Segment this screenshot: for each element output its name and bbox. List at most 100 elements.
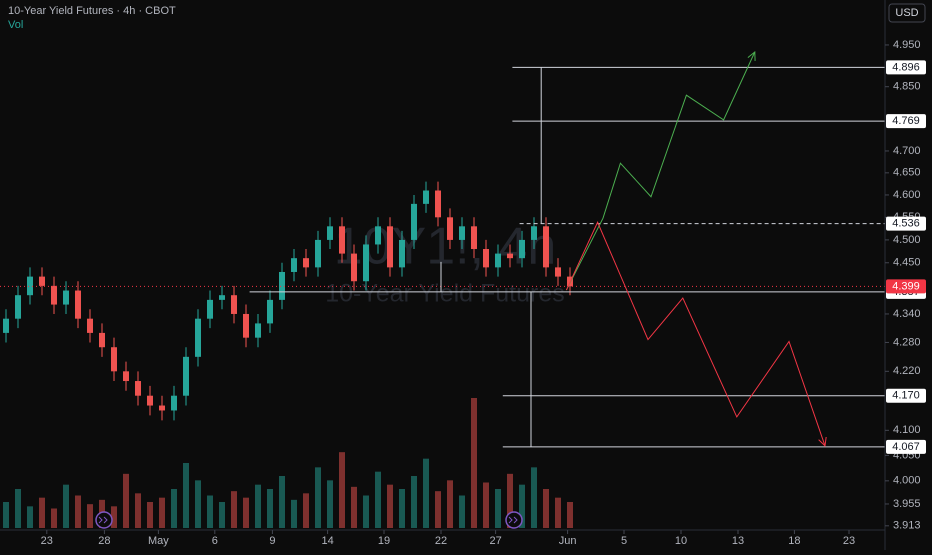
level-price-box [886, 60, 926, 75]
y-tick-label: 3.955 [893, 498, 921, 510]
volume-bar [231, 491, 237, 528]
volume-bar [243, 497, 249, 528]
candle-body [159, 405, 165, 411]
volume-bar [279, 476, 285, 528]
candle-body [219, 295, 225, 300]
candle-body [243, 313, 249, 338]
volume-bar [255, 484, 261, 528]
volume-bar [483, 482, 489, 528]
candle-body [555, 267, 561, 277]
x-tick-label: 18 [788, 535, 800, 547]
candle-body [51, 285, 57, 305]
volume-bar [27, 506, 33, 528]
volume-bar [351, 486, 357, 528]
candle-body [507, 253, 513, 259]
volume-bar [267, 489, 273, 528]
volume-bar [387, 484, 393, 528]
x-tick-label: 6 [212, 535, 218, 547]
candle-body [363, 244, 369, 282]
level-price-box [886, 114, 926, 129]
candle-body [519, 239, 525, 259]
candle-body [411, 203, 417, 240]
candle-body [255, 323, 261, 338]
level-price-label: 4.170 [892, 390, 920, 402]
x-tick-label: 23 [843, 535, 855, 547]
candle-body [291, 258, 297, 272]
level-price-label: 4.896 [892, 61, 920, 73]
volume-bar [123, 473, 129, 528]
candle-body [111, 347, 117, 372]
volume-bar [459, 495, 465, 528]
volume-label: Vol [8, 19, 23, 31]
candle-body [207, 299, 213, 319]
x-tick-label: Jun [559, 535, 577, 547]
candle-body [339, 226, 345, 254]
volume-bar [87, 504, 93, 528]
volume-bar [135, 493, 141, 528]
event-icon[interactable] [95, 511, 113, 529]
currency[interactable]: USD [895, 7, 918, 19]
candle-body [195, 318, 201, 357]
volume-bar [567, 502, 573, 528]
candle-body [495, 253, 501, 268]
y-tick-label: 4.100 [893, 424, 921, 436]
volume-bar [399, 489, 405, 528]
volume-bar [111, 506, 117, 528]
candle-body [531, 226, 537, 240]
candle-body [15, 295, 21, 319]
candle-body [123, 371, 129, 382]
volume-bar [39, 497, 45, 528]
candle-body [63, 290, 69, 305]
candle-body [315, 239, 321, 268]
y-tick-label: 4.220 [893, 365, 921, 377]
candle-body [39, 276, 45, 286]
candle-body [435, 190, 441, 218]
volume-bar [147, 502, 153, 528]
volume-bar [447, 480, 453, 528]
volume-bar [159, 497, 165, 528]
candle-body [351, 253, 357, 282]
event-icon[interactable] [505, 511, 523, 529]
current-price-box [886, 279, 926, 294]
level-price-label: 4.536 [892, 218, 920, 230]
volume-bar [207, 495, 213, 528]
candle-body [87, 318, 93, 333]
volume-bar [75, 495, 81, 528]
volume-bar [63, 484, 69, 528]
candle-body [171, 395, 177, 411]
candle-body [183, 356, 189, 396]
y-tick-label: 4.700 [893, 145, 921, 157]
volume-bar [183, 463, 189, 528]
candle-body [483, 249, 489, 268]
volume-bar [375, 471, 381, 528]
x-tick-label: 13 [732, 535, 744, 547]
y-tick-label: 4.600 [893, 189, 921, 201]
volume-bar [219, 502, 225, 528]
x-tick-label: May [148, 535, 169, 547]
candle-body [99, 332, 105, 348]
candle-body [375, 226, 381, 245]
volume-bar [195, 480, 201, 528]
volume-bar [315, 467, 321, 528]
volume-bar [555, 497, 561, 528]
volume-bar [3, 502, 9, 528]
volume-bar [411, 476, 417, 528]
y-tick-label: 4.340 [893, 308, 921, 320]
x-tick-label: 9 [269, 535, 275, 547]
level-price-box [886, 439, 926, 454]
volume-bar [435, 491, 441, 528]
volume-bar [363, 495, 369, 528]
volume-bar [15, 489, 21, 528]
candle-body [135, 381, 141, 396]
candle-body [3, 318, 9, 333]
x-tick-label: 10 [675, 535, 687, 547]
level-price-label: 4.769 [892, 115, 920, 127]
candle-body [303, 258, 309, 268]
current-price-label: 4.399 [892, 280, 920, 292]
x-tick-label: 5 [621, 535, 627, 547]
chart-title: 10-Year Yield Futures · 4h · CBOT [8, 5, 176, 17]
currency-box[interactable] [888, 3, 926, 23]
volume-bar [171, 489, 177, 528]
candle-body [423, 190, 429, 204]
volume-bar [519, 484, 525, 528]
